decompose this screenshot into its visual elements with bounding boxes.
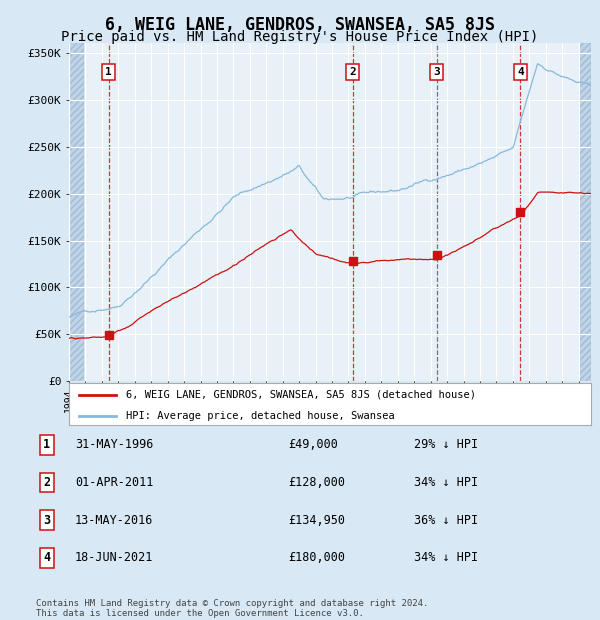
Text: 36% ↓ HPI: 36% ↓ HPI (414, 513, 478, 526)
Text: 34% ↓ HPI: 34% ↓ HPI (414, 551, 478, 564)
Text: 4: 4 (43, 551, 50, 564)
Text: 2: 2 (349, 67, 356, 77)
Text: 2: 2 (43, 476, 50, 489)
Text: £49,000: £49,000 (288, 438, 338, 451)
Text: 3: 3 (433, 67, 440, 77)
Text: 4: 4 (517, 67, 524, 77)
Text: Price paid vs. HM Land Registry's House Price Index (HPI): Price paid vs. HM Land Registry's House … (61, 30, 539, 44)
Text: 01-APR-2011: 01-APR-2011 (75, 476, 154, 489)
Text: 18-JUN-2021: 18-JUN-2021 (75, 551, 154, 564)
Text: 1: 1 (43, 438, 50, 451)
Text: £128,000: £128,000 (288, 476, 345, 489)
Bar (580, 43, 591, 381)
Text: 6, WEIG LANE, GENDROS, SWANSEA, SA5 8JS: 6, WEIG LANE, GENDROS, SWANSEA, SA5 8JS (105, 16, 495, 33)
Text: 29% ↓ HPI: 29% ↓ HPI (414, 438, 478, 451)
Text: £134,950: £134,950 (288, 513, 345, 526)
Text: HPI: Average price, detached house, Swansea: HPI: Average price, detached house, Swan… (127, 410, 395, 420)
Bar (69, 43, 84, 381)
Text: 6, WEIG LANE, GENDROS, SWANSEA, SA5 8JS (detached house): 6, WEIG LANE, GENDROS, SWANSEA, SA5 8JS … (127, 390, 476, 400)
Text: Contains HM Land Registry data © Crown copyright and database right 2024.
This d: Contains HM Land Registry data © Crown c… (36, 599, 428, 618)
Text: 34% ↓ HPI: 34% ↓ HPI (414, 476, 478, 489)
Text: 3: 3 (43, 513, 50, 526)
Text: £180,000: £180,000 (288, 551, 345, 564)
Text: 31-MAY-1996: 31-MAY-1996 (75, 438, 154, 451)
Text: 1: 1 (106, 67, 112, 77)
Text: 13-MAY-2016: 13-MAY-2016 (75, 513, 154, 526)
